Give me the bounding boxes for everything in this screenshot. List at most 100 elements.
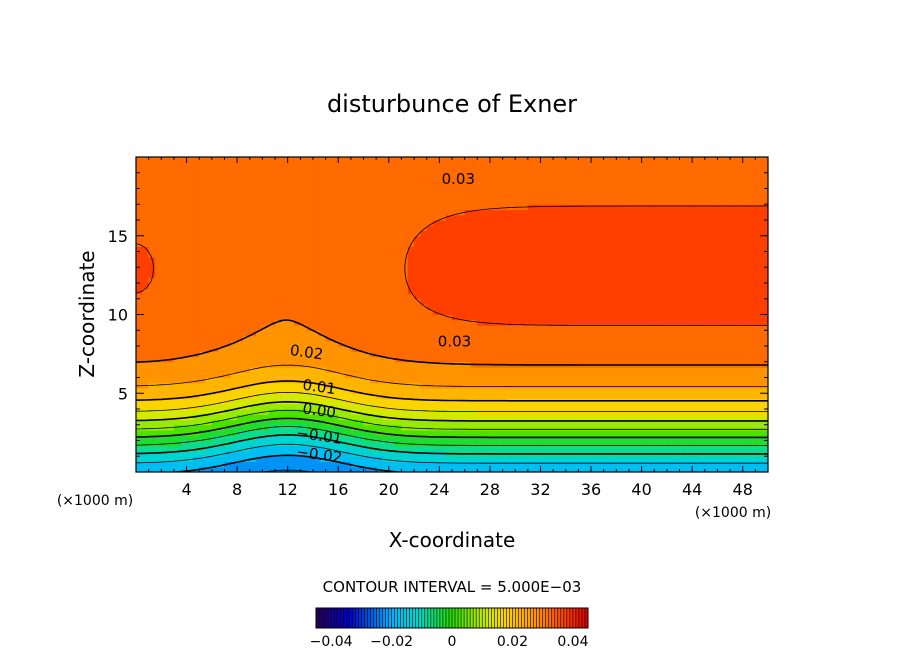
- field-cell: [262, 235, 270, 242]
- field-cell: [275, 351, 282, 358]
- field-cell: [199, 403, 207, 410]
- field-cell: [452, 325, 459, 331]
- field-cell: [496, 424, 504, 431]
- field-cell: [325, 393, 333, 400]
- field-cell: [161, 340, 169, 347]
- field-cell: [439, 199, 447, 205]
- field-cell: [205, 424, 213, 431]
- field-cell: [268, 172, 276, 179]
- field-cell: [281, 319, 289, 326]
- field-cell: [616, 283, 624, 289]
- field-cell: [470, 388, 478, 394]
- field-cell: [628, 351, 636, 358]
- field-cell: [572, 377, 579, 384]
- field-cell: [243, 340, 251, 347]
- field-cell: [186, 367, 194, 373]
- field-cell: [369, 283, 377, 289]
- field-cell: [180, 172, 188, 179]
- field-cell: [591, 283, 598, 289]
- field-cell: [470, 162, 478, 169]
- field-cell: [388, 298, 396, 305]
- field-cell: [268, 298, 276, 305]
- field-cell: [312, 188, 320, 195]
- field-cell: [572, 456, 579, 463]
- field-cell: [546, 167, 554, 174]
- field-cell: [211, 440, 219, 447]
- field-cell: [534, 199, 542, 205]
- field-cell: [338, 283, 346, 289]
- field-cell: [357, 204, 365, 211]
- field-cell: [414, 440, 421, 447]
- field-cell: [502, 214, 510, 221]
- field-cell: [527, 382, 535, 389]
- field-cell: [388, 283, 396, 289]
- field-cell: [167, 183, 175, 190]
- field-cell: [211, 388, 219, 394]
- field-cell: [553, 382, 561, 389]
- field-cell: [445, 361, 453, 368]
- field-cell: [572, 230, 579, 237]
- field-cell: [161, 235, 169, 242]
- field-cell: [167, 267, 175, 274]
- field-cell: [445, 172, 453, 179]
- field-cell: [584, 183, 592, 190]
- field-cell: [401, 220, 409, 226]
- field-cell: [635, 377, 643, 384]
- field-cell: [287, 246, 295, 253]
- field-cell: [477, 419, 485, 426]
- field-cell: [654, 319, 662, 326]
- field-cell: [508, 314, 516, 321]
- field-cell: [496, 377, 504, 384]
- field-cell: [319, 241, 327, 247]
- field-cell: [218, 172, 226, 179]
- field-cell: [622, 403, 630, 410]
- field-cell: [572, 277, 579, 284]
- field-cell: [287, 298, 295, 305]
- field-cell: [186, 340, 194, 347]
- field-cell: [654, 314, 662, 321]
- field-cell: [546, 272, 554, 279]
- field-cell: [211, 230, 219, 237]
- field-cell: [654, 424, 662, 431]
- field-cell: [578, 419, 586, 426]
- field-cell: [167, 241, 175, 247]
- field-cell: [641, 445, 649, 452]
- field-cell: [256, 162, 263, 169]
- field-cell: [376, 330, 384, 337]
- field-cell: [167, 288, 175, 295]
- field-cell: [275, 209, 282, 216]
- field-cell: [167, 199, 175, 205]
- field-cell: [540, 283, 548, 289]
- field-cell: [414, 466, 421, 472]
- field-cell: [369, 183, 377, 190]
- field-cell: [597, 319, 605, 326]
- field-cell: [205, 262, 213, 268]
- field-cell: [218, 230, 226, 237]
- field-cell: [477, 178, 485, 184]
- field-cell: [224, 172, 232, 179]
- field-cell: [268, 188, 276, 195]
- field-cell: [401, 277, 409, 284]
- field-cell: [439, 377, 447, 384]
- field-cell: [527, 403, 535, 410]
- field-cell: [363, 409, 371, 415]
- field-cell: [502, 251, 510, 258]
- field-cell: [546, 319, 554, 326]
- field-cell: [376, 340, 384, 347]
- field-cell: [154, 361, 162, 368]
- field-cell: [331, 456, 339, 463]
- field-cell: [647, 340, 655, 347]
- field-cell: [616, 293, 624, 300]
- field-cell: [540, 456, 548, 463]
- field-cell: [224, 288, 232, 295]
- field-cell: [344, 298, 352, 305]
- field-cell: [565, 230, 573, 237]
- field-cell: [344, 309, 352, 316]
- field-cell: [553, 419, 561, 426]
- field-cell: [565, 183, 573, 190]
- field-cell: [616, 277, 624, 284]
- field-cell: [445, 230, 453, 237]
- field-cell: [407, 403, 415, 410]
- field-cell: [414, 424, 421, 431]
- field-cell: [635, 388, 643, 394]
